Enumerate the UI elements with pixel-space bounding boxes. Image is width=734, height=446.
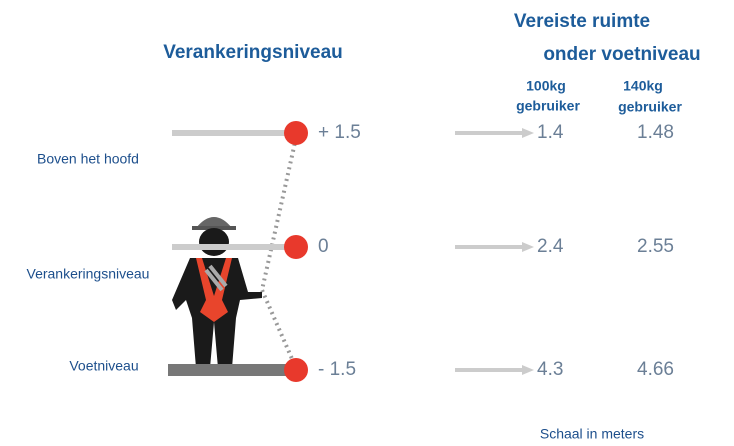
value: 4.66 bbox=[637, 359, 674, 380]
anchor-point bbox=[284, 358, 308, 382]
right-title: onder voetniveau bbox=[543, 44, 700, 65]
anchor-point bbox=[284, 121, 308, 145]
level: + 1.5 bbox=[318, 122, 361, 143]
level: - 1.5 bbox=[318, 359, 356, 380]
arrow-head bbox=[522, 128, 534, 138]
arrow-head bbox=[522, 242, 534, 252]
row-label: Verankeringsniveau bbox=[27, 266, 150, 282]
value: 2.55 bbox=[637, 236, 674, 257]
value: 2.4 bbox=[537, 236, 564, 257]
footer: Schaal in meters bbox=[540, 426, 644, 442]
level-bar bbox=[172, 130, 290, 136]
value: 1.48 bbox=[637, 122, 674, 143]
arrow-head bbox=[522, 365, 534, 375]
level: 0 bbox=[318, 236, 329, 257]
diagram: Verankeringsniveau Vereiste ruimte onder… bbox=[0, 0, 734, 446]
right-title: Vereiste ruimte bbox=[514, 11, 650, 32]
anchor-point bbox=[284, 235, 308, 259]
column-header: 100kg bbox=[526, 78, 566, 94]
arrow-shaft bbox=[455, 131, 525, 135]
column-header: gebruiker bbox=[618, 99, 682, 115]
left-title: Verankeringsniveau bbox=[163, 42, 343, 63]
worker-figure bbox=[172, 217, 262, 368]
row-label: Voetniveau bbox=[69, 358, 138, 374]
column-header: 140kg bbox=[623, 78, 663, 94]
row-label: Boven het hoofd bbox=[37, 151, 139, 167]
column-header: gebruiker bbox=[516, 98, 580, 114]
level-bar bbox=[172, 244, 290, 250]
arrow-shaft bbox=[455, 368, 525, 372]
value: 1.4 bbox=[537, 122, 564, 143]
arrow-shaft bbox=[455, 245, 525, 249]
value: 4.3 bbox=[537, 359, 563, 380]
foot-bar bbox=[168, 364, 294, 376]
